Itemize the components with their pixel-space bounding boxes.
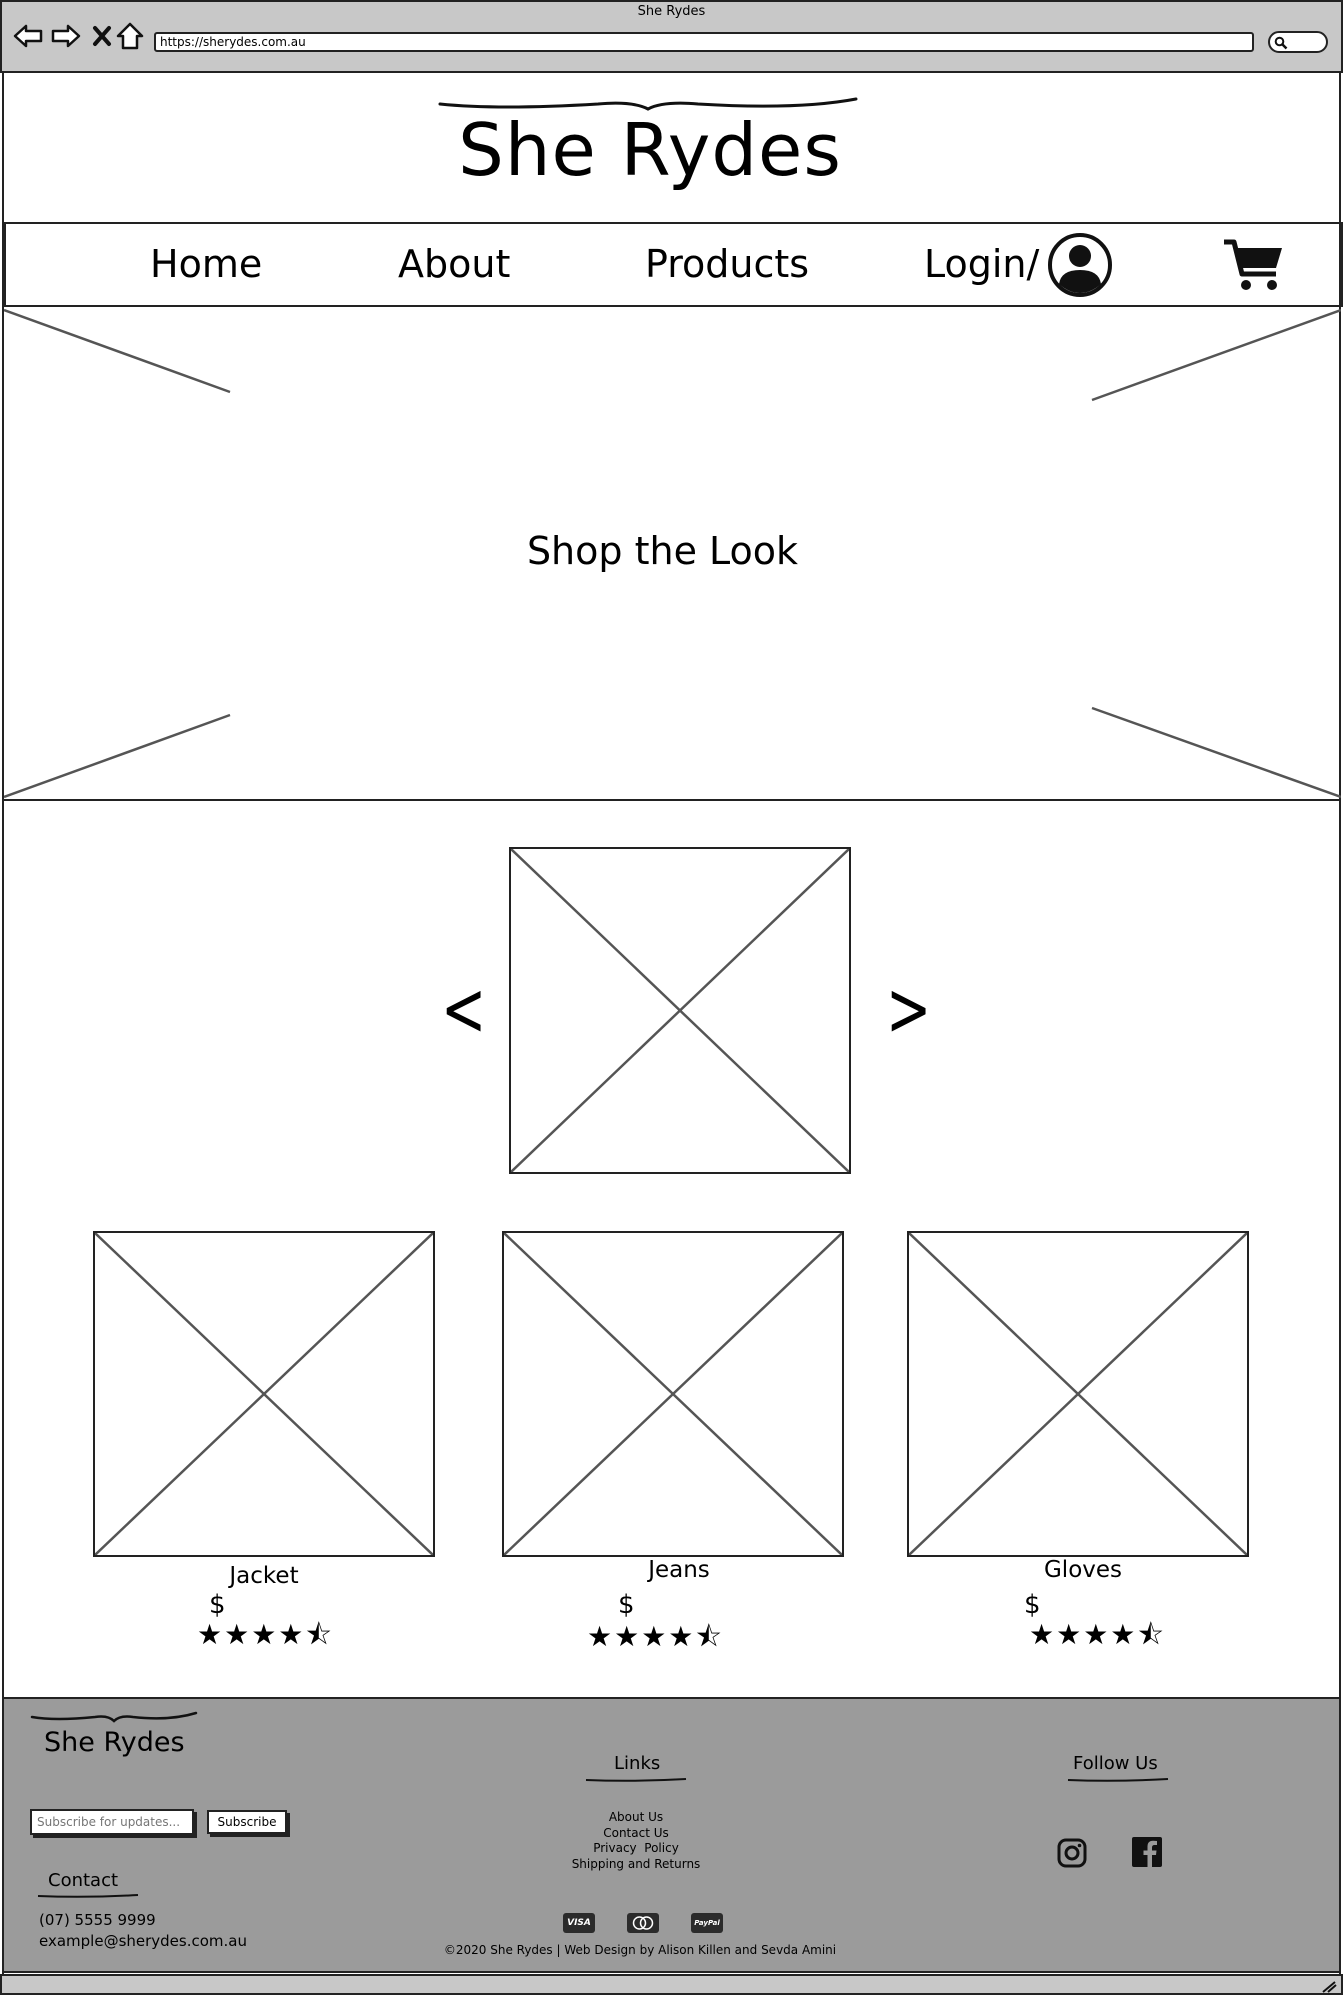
site-footer [2, 1697, 1341, 1973]
chevron-left-icon[interactable]: < [441, 965, 487, 1054]
footer-logo-swoosh [30, 1711, 198, 1723]
close-icon[interactable] [86, 20, 118, 52]
product-image[interactable] [93, 1231, 435, 1557]
logo-swoosh [438, 97, 858, 111]
product-price: $ [209, 1590, 226, 1620]
product-name[interactable]: Gloves [1043, 1557, 1123, 1583]
product-image[interactable] [502, 1231, 844, 1557]
subscribe-button[interactable]: Subscribe [207, 1810, 287, 1834]
browser-status-bar [0, 1974, 1343, 1995]
carousel-image[interactable] [509, 847, 851, 1174]
product-image[interactable] [907, 1231, 1249, 1557]
mastercard-icon [627, 1913, 659, 1933]
resize-grip-icon[interactable] [1321, 1978, 1337, 1997]
product-price: $ [618, 1590, 635, 1620]
url-bar[interactable]: https://sherydes.com.au [154, 32, 1254, 52]
hero-banner[interactable] [4, 307, 1341, 801]
footer-link-privacy[interactable]: Privacy Policy [593, 1841, 679, 1855]
user-avatar-icon[interactable] [1047, 232, 1113, 302]
main-navigation [4, 222, 1343, 307]
home-icon[interactable] [114, 20, 146, 52]
paypal-icon: PayPal [691, 1913, 723, 1933]
follow-heading: Follow Us [1073, 1753, 1158, 1774]
contact-underline [37, 1894, 139, 1898]
cart-icon[interactable] [1222, 238, 1284, 298]
page-frame [2, 73, 1341, 1976]
nav-products[interactable]: Products [645, 242, 810, 286]
product-name[interactable]: Jeans [648, 1557, 710, 1583]
nav-about[interactable]: About [398, 242, 511, 286]
links-underline [585, 1778, 687, 1782]
footer-link-about[interactable]: About Us [608, 1810, 664, 1824]
footer-link-shipping[interactable]: Shipping and Returns [571, 1857, 701, 1871]
contact-email[interactable]: example@sherydes.com.au [39, 1932, 247, 1950]
links-heading: Links [614, 1753, 661, 1774]
copyright: ©2020 She Rydes | Web Design by Alison K… [443, 1943, 837, 1957]
footer-link-contact[interactable]: Contact Us [603, 1826, 669, 1840]
chevron-right-icon[interactable]: > [886, 965, 932, 1054]
follow-underline [1067, 1778, 1169, 1782]
back-icon[interactable] [12, 20, 44, 52]
instagram-icon[interactable] [1057, 1838, 1087, 1872]
site-logo[interactable]: She Rydes [458, 108, 842, 192]
footer-logo[interactable]: She Rydes [44, 1727, 185, 1758]
forward-icon[interactable] [50, 20, 82, 52]
product-rating: ★★★★⯪ [1029, 1618, 1166, 1651]
contact-phone[interactable]: (07) 5555 9999 [39, 1911, 156, 1929]
product-rating: ★★★★⯪ [197, 1618, 334, 1651]
hero-image-placeholder [4, 308, 1341, 799]
subscribe-email-input[interactable] [30, 1809, 194, 1835]
hero-heading: Shop the Look [526, 529, 799, 573]
product-name[interactable]: Jacket [229, 1563, 299, 1589]
window-title: She Rydes [637, 4, 706, 19]
product-price: $ [1024, 1590, 1041, 1620]
nav-login[interactable]: Login/ [924, 242, 1040, 286]
product-rating: ★★★★⯪ [587, 1620, 724, 1653]
nav-home[interactable]: Home [150, 242, 263, 286]
facebook-icon[interactable] [1132, 1837, 1162, 1871]
contact-heading: Contact [48, 1870, 119, 1891]
browser-search-field[interactable] [1268, 31, 1328, 53]
search-icon [1274, 35, 1288, 54]
visa-icon: VISA [563, 1913, 595, 1933]
